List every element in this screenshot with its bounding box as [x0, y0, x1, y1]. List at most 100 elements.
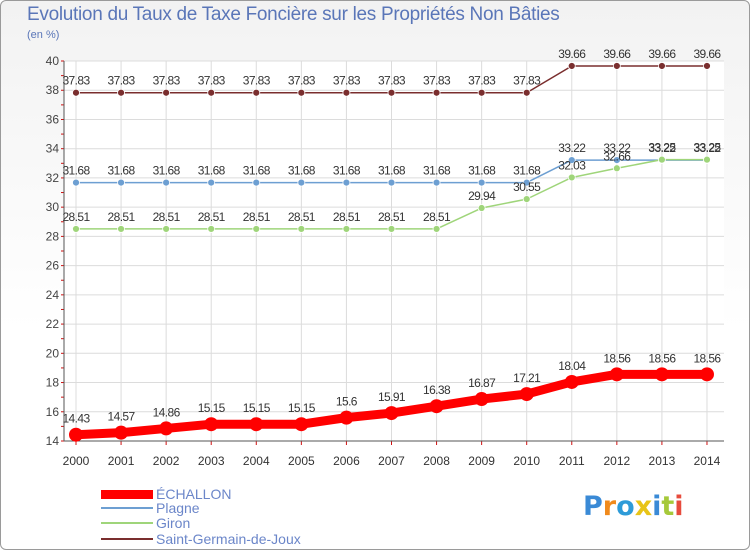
x-tick-label: 2005: [288, 454, 315, 468]
data-point-plagne: [117, 178, 125, 187]
y-tick-label: 30: [46, 200, 60, 214]
data-label-plagne: 31.68: [468, 164, 496, 178]
legend-swatch-echallon: [101, 490, 153, 499]
data-point-giron: [387, 225, 396, 233]
data-label-saint-germain-de-joux: 37.83: [108, 74, 136, 88]
data-label-plagne: 31.68: [423, 164, 451, 178]
data-point-giron: [432, 225, 441, 233]
y-tick-label: 32: [46, 171, 60, 185]
data-label-saint-germain-de-joux: 39.66: [603, 47, 631, 61]
data-point-saint-germain-de-joux: [477, 88, 486, 97]
data-point-saint-germain-de-joux: [252, 88, 261, 97]
x-tick-label: 2002: [153, 454, 180, 468]
data-point-plagne: [612, 156, 621, 164]
data-point-challon: [519, 387, 534, 402]
data-point-giron: [658, 155, 666, 164]
data-label-giron: 28.51: [198, 210, 226, 224]
data-point-challon: [564, 374, 579, 389]
data-label-plagne: 31.68: [153, 164, 181, 178]
data-point-giron: [342, 225, 351, 233]
data-point-saint-germain-de-joux: [117, 88, 125, 97]
data-label-saint-germain-de-joux: 37.83: [513, 74, 541, 88]
data-point-saint-germain-de-joux: [342, 88, 351, 97]
data-point-challon: [249, 417, 264, 432]
data-point-saint-germain-de-joux: [72, 88, 80, 97]
data-point-saint-germain-de-joux: [658, 62, 666, 70]
data-point-giron: [72, 225, 80, 233]
data-label-giron: 28.51: [153, 210, 181, 224]
data-point-giron: [297, 225, 306, 233]
data-point-saint-germain-de-joux: [207, 88, 216, 97]
data-point-saint-germain-de-joux: [162, 88, 171, 97]
data-point-plagne: [162, 178, 171, 187]
y-tick-label: 28: [46, 229, 60, 243]
data-point-giron: [522, 195, 531, 204]
logo-letter: t: [661, 491, 675, 522]
data-label-saint-germain-de-joux: 37.83: [423, 74, 451, 88]
data-label-challon: 15.15: [288, 401, 316, 415]
data-label-saint-germain-de-joux: 39.66: [693, 47, 721, 61]
y-tick-label: 36: [46, 112, 60, 126]
y-tick-label: 24: [46, 288, 60, 302]
data-label-saint-germain-de-joux: 37.83: [288, 74, 316, 88]
data-point-plagne: [72, 178, 80, 187]
x-tick-label: 2013: [649, 454, 676, 468]
logo-letter: P: [583, 491, 603, 522]
x-tick-label: 2007: [378, 454, 405, 468]
legend-label-giron: Giron: [156, 515, 191, 531]
data-label-plagne: 33.22: [648, 141, 676, 155]
logo-letter: r: [602, 491, 617, 522]
data-label-giron: 33.25: [693, 141, 721, 155]
data-label-challon: 18.04: [558, 359, 586, 373]
data-label-challon: 18.56: [648, 351, 676, 365]
y-tick-label: 20: [46, 346, 60, 360]
data-point-giron: [117, 225, 125, 233]
data-point-challon: [654, 367, 669, 382]
data-label-challon: 14.86: [153, 405, 181, 419]
data-label-giron: 33.25: [648, 141, 676, 155]
data-label-saint-germain-de-joux: 37.83: [62, 74, 90, 88]
y-tick-label: 18: [46, 376, 60, 390]
data-point-saint-germain-de-joux: [567, 62, 576, 70]
data-label-giron: 28.51: [288, 210, 316, 224]
logo-letter: i: [652, 491, 662, 522]
data-point-giron: [567, 173, 576, 182]
data-label-challon: 15.15: [198, 401, 226, 415]
data-label-plagne: 31.68: [333, 164, 361, 178]
data-point-plagne: [477, 178, 486, 187]
legend-label-saint-germain: Saint-Germain-de-Joux: [156, 531, 301, 547]
x-tick-label: 2010: [513, 454, 540, 468]
logo-letter: o: [616, 491, 635, 522]
data-label-saint-germain-de-joux: 37.83: [153, 74, 181, 88]
data-point-saint-germain-de-joux: [432, 88, 441, 97]
data-label-saint-germain-de-joux: 37.83: [333, 74, 361, 88]
data-label-saint-germain-de-joux: 39.66: [648, 47, 676, 61]
data-label-plagne: 33.22: [603, 141, 631, 155]
x-tick-label: 2004: [243, 454, 270, 468]
x-tick-label: 2001: [108, 454, 135, 468]
data-label-challon: 16.87: [468, 376, 496, 390]
data-point-saint-germain-de-joux: [297, 88, 306, 97]
x-tick-label: 2008: [423, 454, 450, 468]
data-label-plagne: 31.68: [243, 164, 271, 178]
data-point-challon: [429, 399, 444, 414]
data-point-plagne: [297, 178, 306, 187]
legend-swatch-saint-germain: [101, 538, 153, 540]
y-tick-label: 34: [46, 142, 60, 156]
data-label-challon: 17.21: [513, 371, 541, 385]
data-label-challon: 14.57: [108, 410, 136, 424]
data-label-challon: 18.56: [603, 351, 631, 365]
data-point-giron: [703, 155, 711, 164]
data-label-giron: 29.94: [468, 189, 496, 203]
data-point-saint-germain-de-joux: [703, 62, 711, 70]
data-point-saint-germain-de-joux: [522, 88, 531, 97]
x-tick-label: 2000: [63, 454, 90, 468]
x-tick-label: 2006: [333, 454, 360, 468]
data-point-plagne: [432, 178, 441, 187]
legend-swatch-plagne: [101, 507, 153, 509]
data-label-saint-germain-de-joux: 37.83: [468, 74, 496, 88]
y-tick-label: 38: [46, 83, 60, 97]
y-tick-label: 26: [46, 259, 60, 273]
